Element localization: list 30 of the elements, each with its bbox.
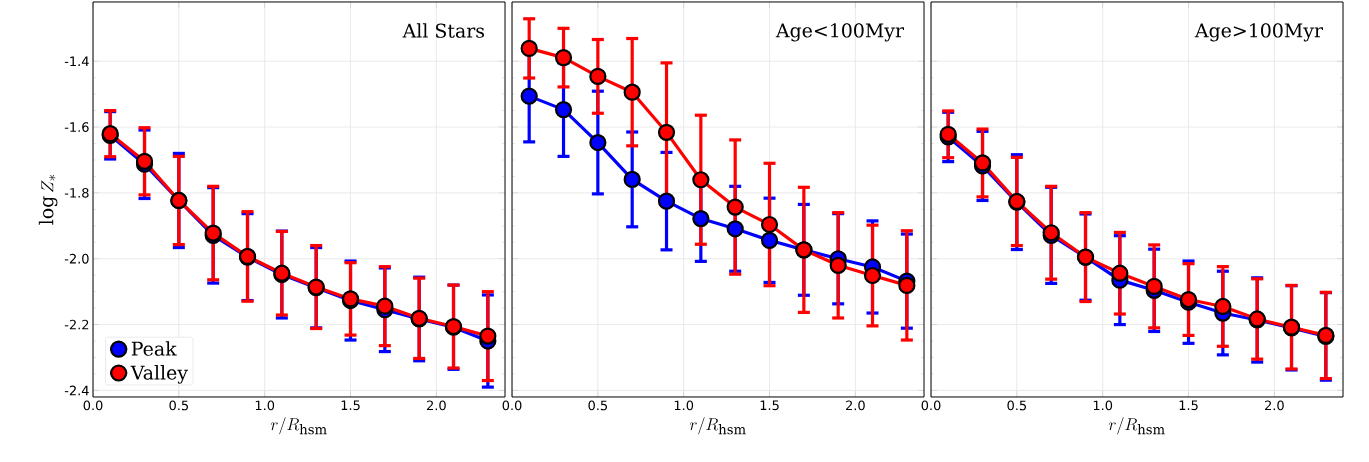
text: Age>100Myr: [1194, 23, 1324, 42]
x-tick-label: 2.0: [427, 400, 446, 411]
x-tick-label: 1.0: [255, 400, 275, 411]
text: Age<100Myr: [775, 23, 905, 42]
legend-label: Valley: [130, 365, 188, 384]
y-tick-label: -2.0: [64, 253, 89, 264]
x-tick-label: 0.0: [83, 400, 103, 411]
x-tick-label: 1.5: [341, 400, 360, 411]
y-tick-label: -2.4: [64, 385, 89, 396]
x-tick-label: 1.5: [760, 400, 779, 411]
y-tick-label: -1.8: [64, 188, 89, 198]
x-tick-label: 0.0: [921, 400, 941, 411]
text: All Stars: [402, 23, 485, 38]
x-tick-label: 2.0: [1265, 400, 1284, 411]
x-tick-label: 1.5: [1179, 400, 1198, 411]
x-tick-label: 0.5: [588, 400, 608, 411]
x-tick-label: 2.0: [846, 400, 865, 411]
x-axis-title: $r/R_{\mathrm{hsm}}$: [689, 417, 746, 435]
y-tick-label: -2.2: [64, 319, 89, 330]
x-tick-label: 1.0: [674, 400, 694, 411]
y-tick-label: -1.6: [64, 122, 89, 132]
x-tick-label: 0.5: [169, 400, 189, 411]
x-axis-title: $r/R_{\mathrm{hsm}}$: [1108, 417, 1165, 435]
x-axis-title: $r/R_{\mathrm{hsm}}$: [270, 417, 327, 435]
y-tick-label: -1.4: [64, 56, 89, 66]
x-tick-label: 0.0: [502, 400, 522, 411]
y-axis-title: $\log Z_*$: [38, 175, 58, 225]
x-tick-label: 0.5: [1007, 400, 1027, 411]
legend-label: Peak: [131, 341, 177, 356]
x-tick-label: 1.0: [1093, 400, 1113, 411]
